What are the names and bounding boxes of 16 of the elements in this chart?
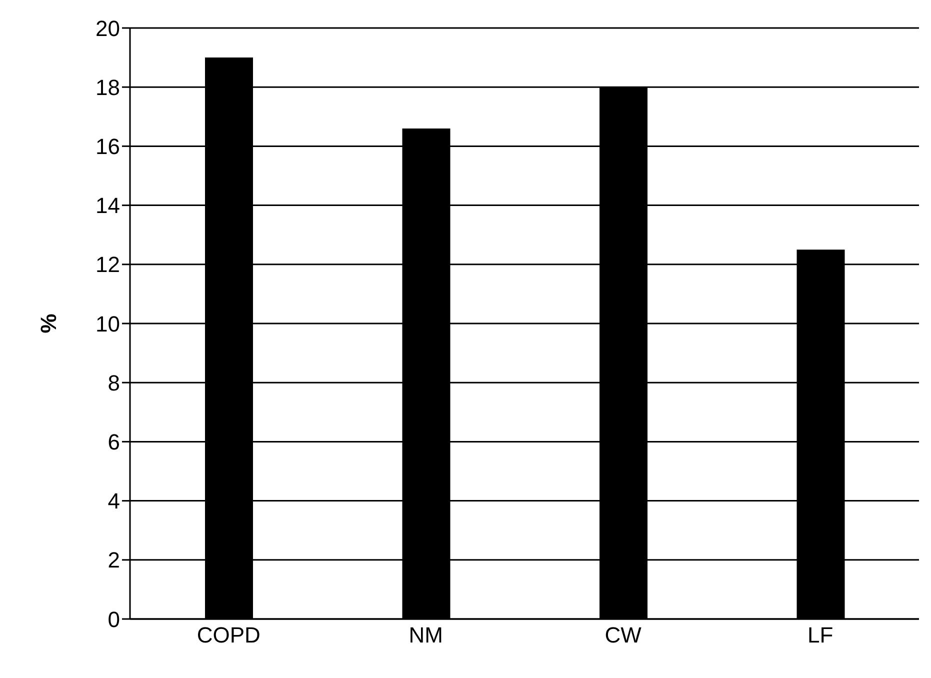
y-tick-label: 0 bbox=[108, 606, 120, 632]
y-tick-label: 14 bbox=[96, 193, 120, 218]
x-tick-label: COPD bbox=[196, 622, 260, 648]
x-tick-label: LF bbox=[808, 622, 834, 648]
y-tick-label: 2 bbox=[108, 548, 120, 573]
y-tick-label: 20 bbox=[96, 16, 120, 41]
x-tick-label: NM bbox=[408, 622, 443, 648]
y-tick-label: 8 bbox=[108, 370, 120, 396]
y-axis-title: % bbox=[36, 314, 61, 334]
y-tick-label: 10 bbox=[96, 311, 120, 336]
y-tick-label: 12 bbox=[96, 252, 120, 278]
y-tick-label: 4 bbox=[108, 488, 120, 514]
y-tick-label: 18 bbox=[96, 74, 120, 100]
y-tick-label: 16 bbox=[96, 134, 120, 160]
y-tick-label: 6 bbox=[108, 430, 120, 455]
x-tick-label: CW bbox=[604, 622, 642, 648]
